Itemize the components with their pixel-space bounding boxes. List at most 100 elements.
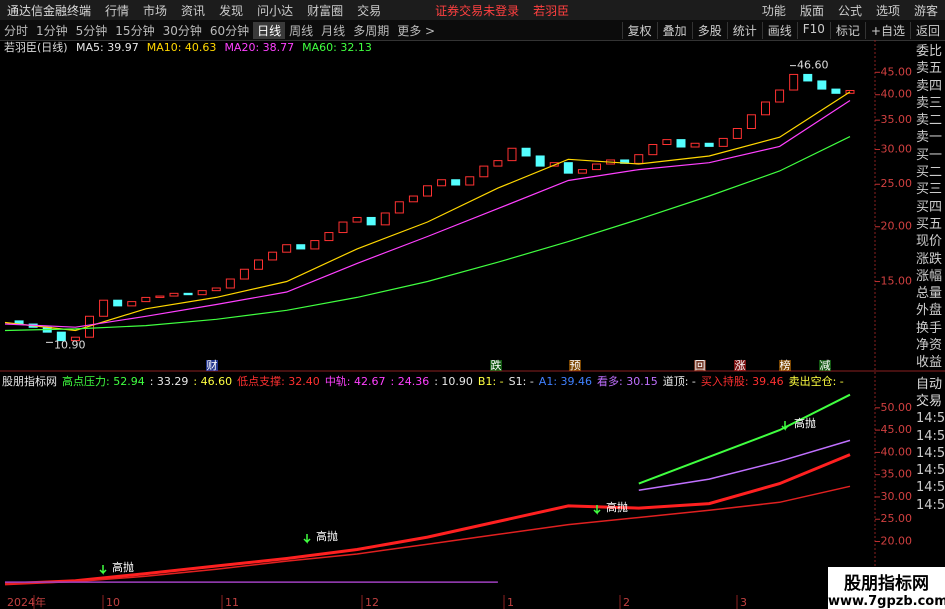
period-tab[interactable]: 多周期: [353, 23, 390, 38]
period-tab[interactable]: 1分钟: [36, 23, 68, 38]
indicator-value: 中轨: 42.67: [324, 375, 386, 388]
candle: [718, 137, 728, 147]
date-label: 2: [623, 596, 630, 609]
menu-item[interactable]: 功能: [761, 3, 786, 18]
side-label: 卖三: [916, 95, 943, 111]
menu-item[interactable]: 行情: [105, 3, 130, 18]
menu-item[interactable]: 交易: [357, 3, 382, 18]
signal: 预: [570, 359, 581, 372]
tool-button[interactable]: 返回: [909, 21, 945, 39]
candle: [775, 89, 785, 103]
tool-button[interactable]: 多股: [691, 21, 727, 39]
period-tab[interactable]: 更多 >: [397, 23, 436, 38]
indicator-value: 高点压力: 52.94: [62, 375, 145, 388]
annotation: 高抛: [606, 500, 628, 514]
menu-item[interactable]: 市场: [143, 3, 168, 18]
watermark: 股朋指标网 www.7gpzb.com: [828, 567, 945, 609]
candle: [831, 88, 841, 94]
ma-label: MA20: 38.77: [224, 41, 294, 54]
stock-name[interactable]: 若羽臣: [533, 3, 570, 18]
tool-button[interactable]: F10: [796, 21, 830, 39]
side-label: 卖四: [916, 78, 943, 94]
app-title: 通达信金融终端: [7, 3, 92, 18]
candle: [563, 162, 573, 174]
side-panel: 委比 卖五 卖四 卖三 卖二 卖一 买一 买二 买三 买四 买五 现价 涨跌 涨幅 总量 外盘 换手 净资 收益 自动…: [916, 43, 945, 514]
low-label: 10.90: [54, 338, 86, 351]
candle: [465, 176, 475, 186]
arrow: [781, 421, 789, 431]
tool-button[interactable]: 统计: [726, 21, 762, 39]
side-label: 总量: [916, 286, 943, 302]
candle: [254, 259, 263, 270]
candle: [634, 154, 644, 164]
menu-item[interactable]: 资讯: [181, 3, 206, 18]
y-tick-label: 25.00: [881, 177, 913, 190]
menu-item[interactable]: 选项: [875, 3, 900, 18]
candle: [479, 165, 489, 178]
tool-button[interactable]: 叠加: [656, 21, 692, 39]
y-tick-label: 30.00: [881, 490, 913, 503]
period-tab[interactable]: 月线: [321, 23, 346, 38]
menu-item[interactable]: 问小达: [257, 3, 294, 18]
candle: [239, 268, 249, 280]
indicator-value: S1: -: [508, 375, 534, 388]
candle: [676, 139, 686, 148]
y-tick-label: 45.00: [881, 65, 913, 78]
signal: 跌: [491, 358, 502, 372]
side-label: 14:56: [916, 411, 945, 427]
side-label: 14:56: [916, 428, 945, 444]
ma-label: MA60: 32.13: [302, 41, 372, 54]
menu-item[interactable]: 发现: [219, 3, 244, 18]
candle: [169, 292, 179, 297]
candle: [155, 295, 165, 298]
side-label: 交易: [916, 393, 943, 409]
user[interactable]: 游客: [913, 3, 938, 18]
tool-button[interactable]: 标记: [829, 21, 865, 39]
signal-box: [694, 360, 706, 371]
date-label: 10: [106, 596, 120, 609]
side-label: 14:56: [916, 497, 945, 513]
side-label: 卖一: [916, 130, 943, 146]
candle: [183, 292, 193, 296]
candle: [56, 331, 66, 342]
period-tab[interactable]: 5分钟: [75, 23, 108, 38]
high-label: 46.60: [797, 59, 829, 72]
arrow: [99, 565, 107, 575]
signal: 涨: [735, 359, 746, 372]
indicator-value: 看多: 30.15: [597, 375, 658, 388]
side-label: 14:56: [916, 480, 945, 496]
annotation: 高抛: [316, 529, 338, 543]
y-tick-label: 35.00: [881, 113, 913, 126]
date-label: 3: [740, 596, 747, 609]
side-label: 净资: [916, 338, 943, 354]
candle: [70, 336, 80, 342]
y-tick-label: 50.00: [881, 401, 913, 414]
menu-item[interactable]: 公式: [837, 3, 862, 18]
tool-button[interactable]: +自选: [864, 21, 910, 39]
side-label: 买五: [916, 216, 943, 232]
period-tab[interactable]: 15分钟: [115, 23, 155, 38]
candle: [394, 201, 404, 214]
candle: [507, 147, 517, 162]
tool-button[interactable]: 画线: [761, 21, 797, 39]
annotation: 高抛: [794, 416, 816, 430]
period-tab[interactable]: 分时: [4, 23, 29, 38]
indicator-value: : 33.29: [149, 375, 189, 388]
side-label: 卖二: [916, 113, 943, 129]
period-tab[interactable]: 30分钟: [162, 23, 202, 38]
candle: [113, 299, 123, 307]
candle: [197, 290, 207, 296]
tool-button[interactable]: 复权: [621, 21, 657, 39]
period-tab[interactable]: 周线: [289, 23, 314, 38]
menu-item[interactable]: 财富圈: [307, 3, 344, 18]
side-label: 自动: [916, 376, 943, 392]
menu-item[interactable]: 版面: [799, 3, 824, 18]
period-tab[interactable]: 60分钟: [209, 23, 250, 38]
candle: [592, 163, 601, 171]
side-label: 委比: [916, 44, 943, 59]
period-tab[interactable]: 日线: [253, 21, 286, 39]
watermark-url: www.7gpzb.com: [828, 594, 945, 609]
candle: [99, 299, 109, 317]
candle: [352, 216, 362, 223]
side-label: 涨跌: [916, 251, 943, 267]
